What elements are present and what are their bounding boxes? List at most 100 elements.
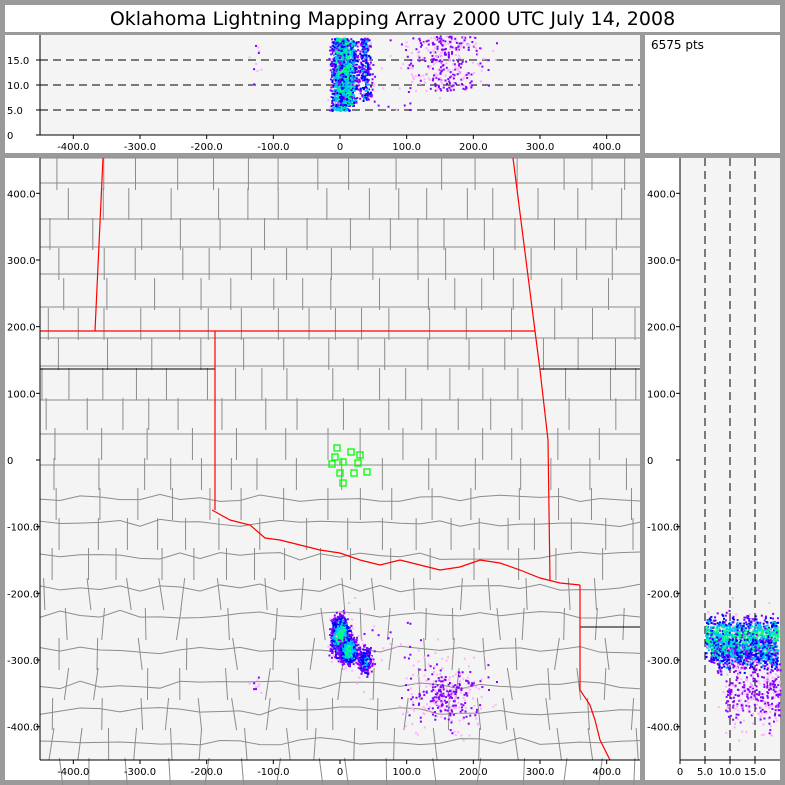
source-point: [351, 75, 354, 78]
source-point: [345, 623, 348, 626]
source-point: [334, 643, 337, 646]
source-point: [348, 55, 351, 58]
source-point: [352, 59, 355, 62]
source-point: [360, 61, 363, 64]
source-point: [347, 51, 350, 54]
source-point: [750, 618, 753, 621]
source-point: [770, 621, 773, 624]
source-point: [746, 637, 749, 640]
source-point: [336, 638, 339, 641]
source-point: [327, 99, 330, 102]
source-point: [338, 81, 341, 84]
source-point: [337, 107, 340, 110]
source-point: [354, 55, 357, 58]
source-point: [765, 637, 768, 640]
source-point: [744, 639, 747, 642]
source-point: [737, 627, 740, 630]
source-point: [723, 648, 726, 651]
source-point: [344, 89, 347, 92]
source-point: [327, 645, 330, 648]
source-point: [731, 636, 734, 639]
source-point: [759, 632, 762, 635]
source-point: [353, 646, 356, 649]
source-point: [335, 74, 338, 77]
source-point: [714, 654, 717, 657]
source-point: [357, 84, 360, 87]
source-point: [732, 643, 735, 646]
source-point: [772, 644, 775, 647]
source-point: [339, 109, 342, 112]
source-point: [765, 629, 768, 632]
source-point: [756, 646, 759, 649]
source-point: [772, 622, 775, 625]
source-point: [721, 622, 724, 625]
source-point: [709, 632, 712, 635]
source-point: [331, 48, 334, 51]
source-point: [345, 74, 348, 77]
source-point: [336, 646, 339, 649]
source-point: [346, 108, 349, 111]
source-point: [340, 626, 343, 629]
source-point: [343, 86, 346, 89]
source-point: [342, 620, 345, 623]
source-point: [342, 100, 345, 103]
source-point: [332, 78, 335, 81]
source-point: [713, 645, 716, 648]
source-point: [367, 83, 370, 86]
source-point: [351, 99, 354, 102]
source-point: [344, 104, 347, 107]
source-point: [767, 630, 770, 633]
source-point: [346, 65, 349, 68]
source-point: [339, 100, 342, 103]
source-point: [347, 73, 350, 76]
source-point: [768, 655, 771, 658]
source-point: [334, 654, 337, 657]
source-point: [729, 653, 732, 656]
source-point: [351, 79, 354, 82]
source-point: [344, 652, 347, 655]
source-point: [346, 627, 349, 630]
source-point: [357, 652, 360, 655]
source-point: [352, 53, 355, 56]
source-point: [337, 621, 340, 624]
source-point: [332, 74, 335, 77]
source-point: [341, 626, 344, 629]
source-point: [330, 636, 333, 639]
source-point: [332, 57, 335, 60]
source-point: [713, 635, 716, 638]
source-point: [758, 632, 761, 635]
source-point: [339, 639, 342, 642]
source-point: [342, 76, 345, 79]
source-point: [332, 108, 335, 111]
source-point: [348, 660, 351, 663]
source-point: [749, 626, 752, 629]
source-point: [773, 654, 776, 657]
source-point: [764, 627, 767, 630]
source-point: [708, 633, 711, 636]
source-point: [349, 67, 352, 70]
source-point: [748, 627, 751, 630]
source-point: [729, 629, 732, 632]
source-point: [353, 650, 356, 653]
source-point: [723, 651, 726, 654]
source-point: [775, 624, 778, 627]
source-point: [352, 663, 355, 666]
source-point: [352, 642, 355, 645]
source-point: [331, 63, 334, 66]
source-point: [351, 669, 354, 672]
source-point: [336, 41, 339, 44]
source-point: [351, 646, 354, 649]
source-point: [760, 637, 763, 640]
source-point: [334, 84, 337, 87]
source-point: [349, 101, 352, 104]
source-point: [735, 635, 738, 638]
source-point: [748, 619, 751, 622]
source-point: [346, 641, 349, 644]
source-point: [348, 641, 351, 644]
source-point: [731, 629, 734, 632]
source-point: [750, 631, 753, 634]
source-point: [740, 644, 743, 647]
source-point: [339, 72, 342, 75]
source-point: [710, 652, 713, 655]
source-point: [767, 635, 770, 638]
